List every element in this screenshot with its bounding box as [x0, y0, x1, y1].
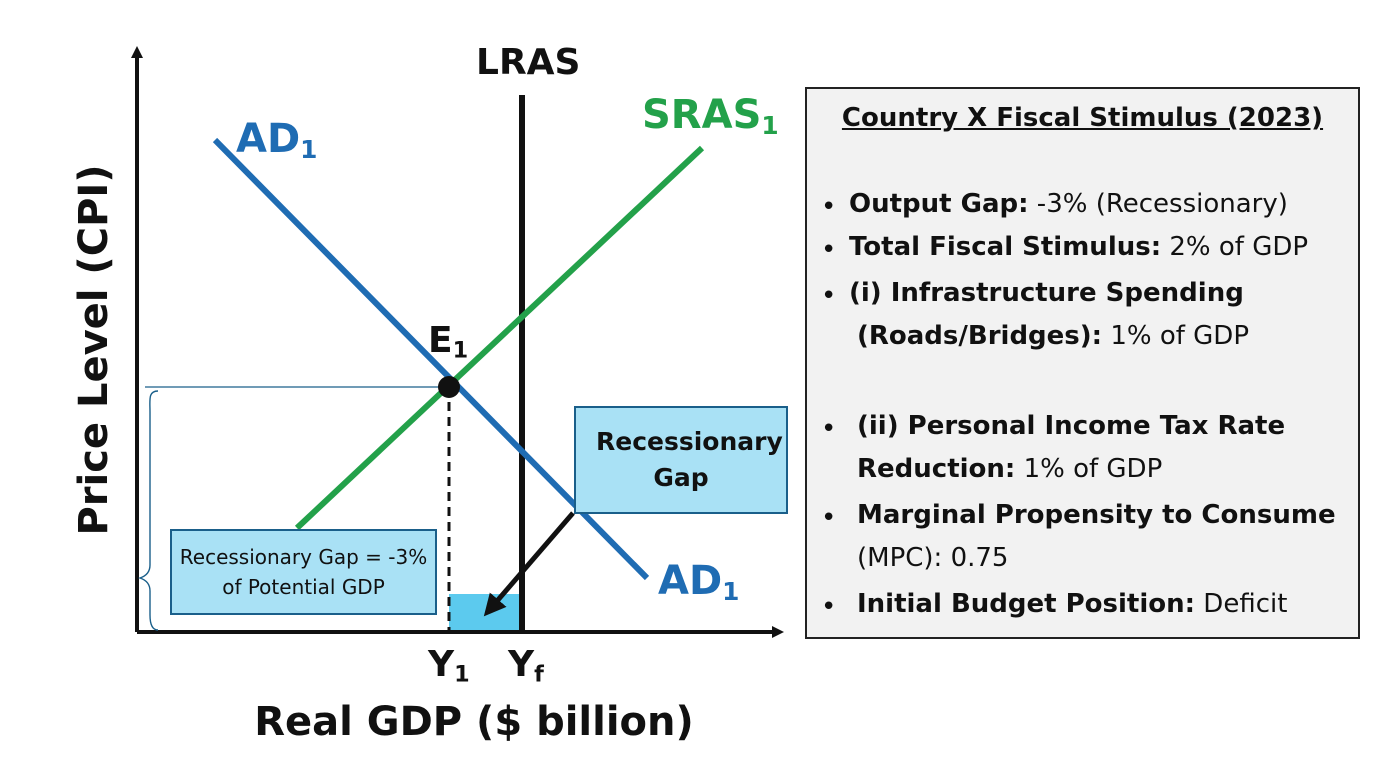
- sras-curve: [294, 145, 705, 531]
- info-item: (i) Infrastructure Spending: [849, 278, 1244, 308]
- lras-label: LRAS: [476, 42, 581, 83]
- x-axis-title: Real GDP ($ billion): [254, 699, 694, 745]
- gap-brace: [137, 390, 159, 631]
- equilibrium-point: [438, 376, 460, 398]
- ad-label-bottom: AD1: [658, 558, 740, 607]
- info-item-continued: (MPC): 0.75: [857, 543, 1009, 573]
- bullet-icon: •: [821, 414, 837, 444]
- gap-size-callout-text: Recessionary Gap = -3% of Potential GDP: [179, 545, 428, 599]
- info-item: Initial Budget Position: Deficit: [857, 589, 1288, 619]
- gap-size-callout: Recessionary Gap = -3% of Potential GDP: [170, 529, 437, 615]
- info-item: (ii) Personal Income Tax Rate: [857, 411, 1286, 441]
- bullet-icon: •: [821, 592, 837, 622]
- info-item-continued: Reduction: 1% of GDP: [857, 454, 1163, 484]
- gap-arrow: [483, 511, 575, 617]
- fiscal-stimulus-info-box: Country X Fiscal Stimulus (2023) • Outpu…: [805, 87, 1360, 639]
- sras-label: SRAS1: [642, 92, 779, 141]
- bullet-icon: •: [821, 503, 837, 533]
- ad-label-top: AD1: [236, 116, 318, 165]
- info-item: Output Gap: -3% (Recessionary): [849, 189, 1288, 219]
- equilibrium-label: E1: [428, 320, 469, 364]
- info-item-continued: (Roads/Bridges): 1% of GDP: [857, 321, 1250, 351]
- bullet-icon: •: [821, 192, 837, 222]
- info-item: Total Fiscal Stimulus: 2% of GDP: [849, 232, 1309, 262]
- x-tick-yf: Yf: [508, 644, 544, 688]
- info-box-title: Country X Fiscal Stimulus (2023): [841, 103, 1324, 133]
- recessionary-gap-callout: Recessionary Gap: [574, 406, 788, 514]
- bullet-icon: •: [821, 281, 837, 311]
- info-item: Marginal Propensity to Consume: [857, 500, 1336, 530]
- recessionary-gap-callout-text: Recessionary Gap: [596, 426, 783, 492]
- x-tick-y1: Y1: [428, 644, 470, 688]
- gap-shaded-region: [449, 594, 522, 632]
- y-axis-title: Price Level (CPI): [71, 164, 117, 536]
- bullet-icon: •: [821, 235, 837, 265]
